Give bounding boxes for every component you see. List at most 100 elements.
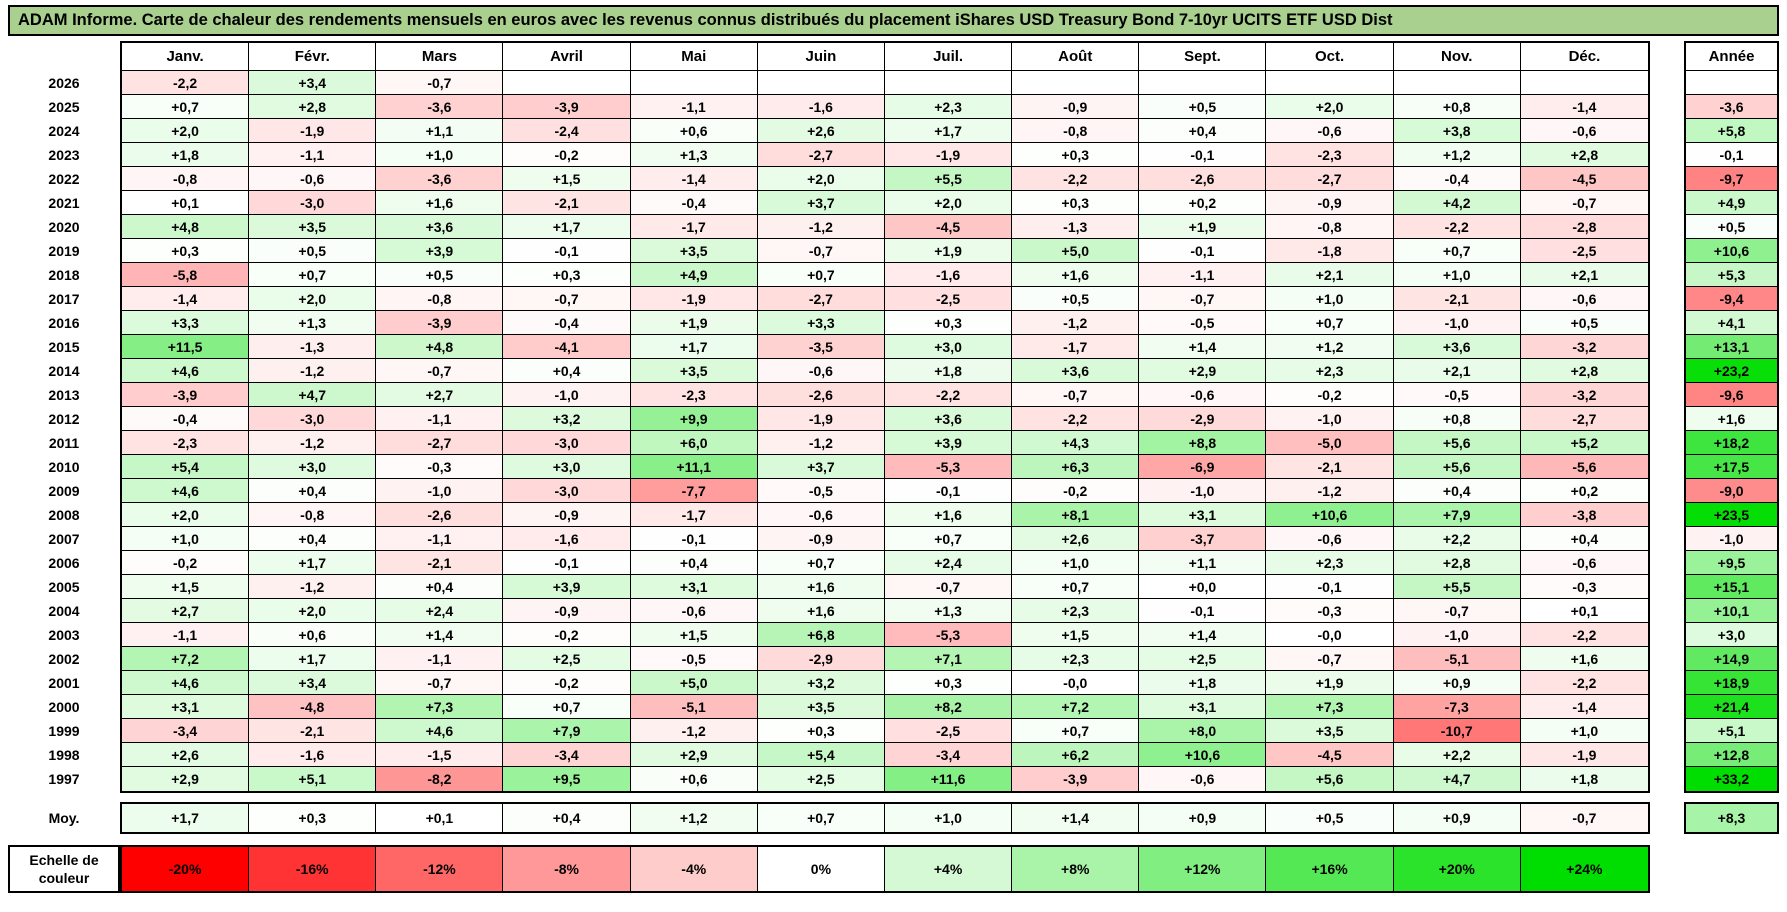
heatmap-cell: +1,8 xyxy=(122,143,250,167)
heatmap-cell: +0,7 xyxy=(1012,719,1140,743)
heatmap-cell: +5,5 xyxy=(884,167,1013,191)
year-label: 2017 xyxy=(48,291,80,307)
month-header: Mars xyxy=(376,43,504,71)
heatmap-cell: +2,1 xyxy=(1266,263,1394,287)
heatmap-cell: +3,4 xyxy=(249,671,377,695)
heatmap-cell: +2,0 xyxy=(1266,95,1394,119)
heatmap-cell: -0,9 xyxy=(757,527,885,551)
heatmap-cell: +0,3 xyxy=(884,671,1013,695)
heatmap-cell: +0,3 xyxy=(1012,143,1140,167)
heatmap-cell: -0,5 xyxy=(1393,383,1521,407)
heatmap-cell: -0,7 xyxy=(1012,383,1140,407)
heatmap-cell: +3,9 xyxy=(884,431,1013,455)
annual-return-cell: +23,2 xyxy=(1686,359,1777,383)
heatmap-cell: +3,5 xyxy=(630,239,758,263)
heatmap-cell: -2,3 xyxy=(1266,143,1394,167)
heatmap-cell: -2,2 xyxy=(122,71,250,95)
heatmap-cell: -2,2 xyxy=(1520,623,1648,647)
heatmap-cell: -0,6 xyxy=(757,503,885,527)
heatmap-cell: -3,9 xyxy=(122,383,250,407)
heatmap-cell: +1,1 xyxy=(1139,551,1267,575)
heatmap-cell: -3,6 xyxy=(376,167,504,191)
heatmap-cell: -1,4 xyxy=(1520,95,1648,119)
year-label: 2010 xyxy=(48,459,80,475)
heatmap-cell: -0,1 xyxy=(1139,143,1267,167)
heatmap-cell: -5,8 xyxy=(122,263,250,287)
year-label: 2011 xyxy=(48,435,80,451)
heatmap-cell: +4,6 xyxy=(122,671,250,695)
heatmap-cell: +3,5 xyxy=(757,695,885,719)
average-row-cells: +1,7 +0,3 +0,1 +0,4 +1,2 +0,7 +1,0 +1,4 +0,9 +0,5… xyxy=(120,802,1650,834)
heatmap-cell: -0,6 xyxy=(1139,767,1267,791)
heatmap-cell: +2,5 xyxy=(757,767,885,791)
heatmap-cell: +1,4 xyxy=(1139,335,1267,359)
heatmap-cell: -3,4 xyxy=(503,743,631,767)
heatmap-cell: -1,0 xyxy=(1393,623,1521,647)
heatmap-cell: +1,7 xyxy=(630,335,758,359)
legend-stop: -20% xyxy=(122,847,250,891)
heatmap-cell: -0,8 xyxy=(122,167,250,191)
heatmap-cell: +1,6 xyxy=(757,599,885,623)
annual-return-cell: -9,6 xyxy=(1686,383,1777,407)
heatmap-cell: -2,6 xyxy=(376,503,504,527)
heatmap-cell: -0,1 xyxy=(503,551,631,575)
heatmap-cell: -5,3 xyxy=(884,623,1013,647)
heatmap-cell: +3,1 xyxy=(1139,695,1267,719)
legend-stop: +20% xyxy=(1393,847,1521,891)
heatmap-cell: +0,3 xyxy=(884,311,1013,335)
year-label: 2023 xyxy=(48,147,80,163)
average-cell: +0,4 xyxy=(503,804,631,832)
heatmap-cell: -2,9 xyxy=(757,647,885,671)
heatmap-cell: -1,9 xyxy=(249,119,377,143)
average-cell: +1,2 xyxy=(630,804,758,832)
heatmap-cell: +7,9 xyxy=(1393,503,1521,527)
heatmap-cell: -3,2 xyxy=(1520,383,1648,407)
heatmap-cell: +0,1 xyxy=(122,191,250,215)
annual-return-cell: +18,9 xyxy=(1686,671,1777,695)
heatmap-cell: +1,8 xyxy=(1139,671,1267,695)
heatmap-cell: +3,9 xyxy=(503,575,631,599)
year-label: 2000 xyxy=(48,699,80,715)
heatmap-cell: +0,4 xyxy=(376,575,504,599)
heatmap-cell: -1,0 xyxy=(503,383,631,407)
heatmap-cell: +1,3 xyxy=(630,143,758,167)
heatmap-cell: -2,2 xyxy=(1012,167,1140,191)
heatmap-cell: -1,1 xyxy=(249,143,377,167)
heatmap-cell: -1,6 xyxy=(757,95,885,119)
heatmap-cell: +1,7 xyxy=(249,551,377,575)
heatmap-cell: +4,9 xyxy=(630,263,758,287)
heatmap-cell: +1,3 xyxy=(249,311,377,335)
heatmap-cell: -0,8 xyxy=(249,503,377,527)
year-label: 2003 xyxy=(48,627,80,643)
year-label: 2018 xyxy=(48,267,80,283)
year-label: 2001 xyxy=(48,675,80,691)
month-header-row: Janv. Févr. Mars Avril Mai Juin Juil. Août Sept.… xyxy=(122,43,1648,71)
month-header: Oct. xyxy=(1266,43,1394,71)
heatmap-cell: +3,9 xyxy=(376,239,504,263)
month-header: Sept. xyxy=(1139,43,1267,71)
heatmap-cell: -1,0 xyxy=(1393,311,1521,335)
heatmap-cell: -0,7 xyxy=(1393,599,1521,623)
year-label: 2026 xyxy=(48,75,80,91)
heatmap-cell: -8,2 xyxy=(376,767,504,791)
heatmap-cell: +9,9 xyxy=(630,407,758,431)
heatmap-cell: -2,7 xyxy=(757,143,885,167)
annual-return-cell: +10,6 xyxy=(1686,239,1777,263)
heatmap-cell: +0,6 xyxy=(630,767,758,791)
heatmap-cell: +0,7 xyxy=(1266,311,1394,335)
heatmap-cell: -5,3 xyxy=(884,455,1013,479)
heatmap-cell: +1,9 xyxy=(1139,215,1267,239)
heatmap-grid-area: 2026 2025 2024 2023 2022 2021 2020 2019 2018 2017… xyxy=(8,41,1779,793)
legend-stop: -16% xyxy=(249,847,377,891)
heatmap-cell: -0,5 xyxy=(757,479,885,503)
heatmap-cell: -1,1 xyxy=(376,647,504,671)
heatmap-cell: -3,6 xyxy=(376,95,504,119)
heatmap-cell: +0,3 xyxy=(757,719,885,743)
month-header: Janv. xyxy=(122,43,250,71)
average-annual-cell: +8,3 xyxy=(1684,802,1779,834)
heatmap-cell: -0,1 xyxy=(1266,575,1394,599)
heatmap-cell: -0,7 xyxy=(376,359,504,383)
heatmap-cell: -0,4 xyxy=(1393,167,1521,191)
annual-return-cell: -9,4 xyxy=(1686,287,1777,311)
heatmap-cell: +5,1 xyxy=(249,767,377,791)
